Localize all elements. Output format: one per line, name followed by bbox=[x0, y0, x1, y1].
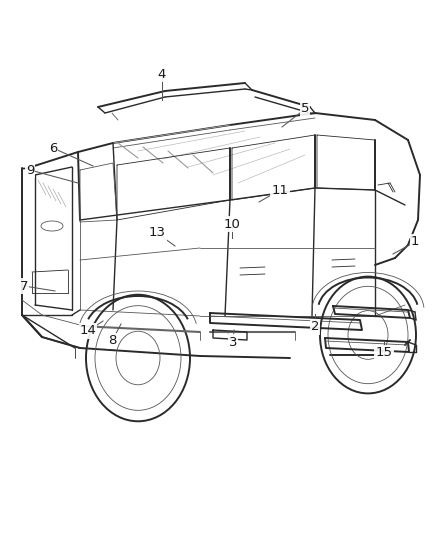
Text: 3: 3 bbox=[229, 335, 237, 349]
Text: 5: 5 bbox=[301, 102, 309, 116]
Text: 15: 15 bbox=[375, 346, 392, 359]
Text: 11: 11 bbox=[272, 183, 289, 197]
Text: 10: 10 bbox=[223, 217, 240, 230]
Text: 7: 7 bbox=[20, 279, 28, 293]
Text: 6: 6 bbox=[49, 141, 57, 155]
Text: 2: 2 bbox=[311, 320, 319, 334]
Text: 13: 13 bbox=[148, 227, 166, 239]
Text: 14: 14 bbox=[80, 325, 96, 337]
Text: 1: 1 bbox=[411, 236, 419, 248]
Text: 4: 4 bbox=[158, 68, 166, 80]
Text: 8: 8 bbox=[108, 335, 116, 348]
Text: 9: 9 bbox=[26, 164, 34, 176]
